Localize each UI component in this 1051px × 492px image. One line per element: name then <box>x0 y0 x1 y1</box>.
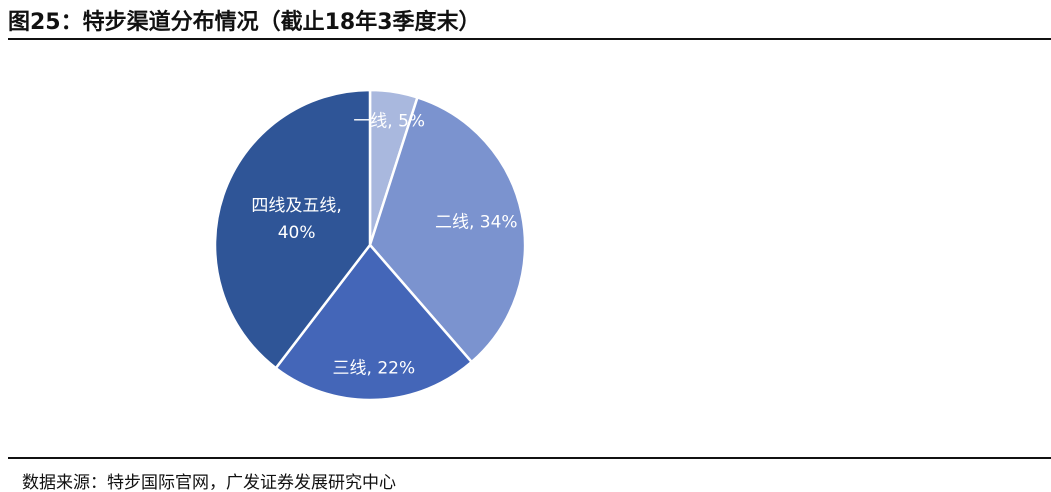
title-rule <box>8 38 1051 40</box>
source-note: 数据来源：特步国际官网，广发证券发展研究中心 <box>22 473 396 492</box>
data-label: 四线及五线, 40% <box>251 196 342 244</box>
data-label: 二线, 34% <box>434 212 518 233</box>
source-rule <box>8 457 1051 459</box>
data-label: 三线, 22% <box>332 358 416 379</box>
pie-slice <box>274 243 474 402</box>
pie-slice <box>368 95 527 364</box>
chart-title: 图25：特步渠道分布情况（截止18年3季度末） <box>8 10 481 35</box>
data-label: 一线, 5% <box>353 111 426 132</box>
pie-slice <box>213 88 372 370</box>
